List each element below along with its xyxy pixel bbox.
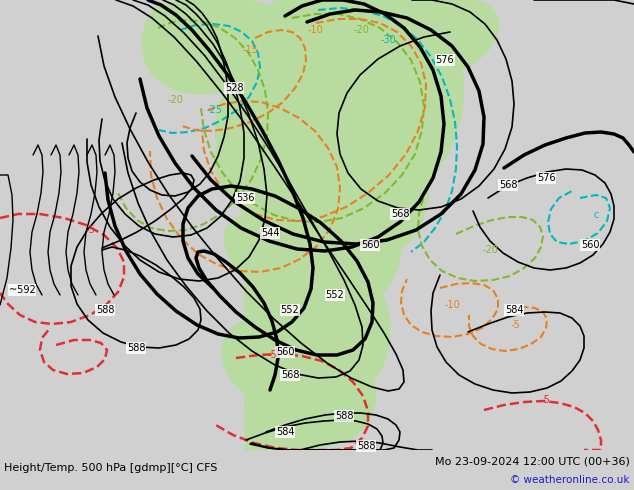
Text: 588: 588: [96, 305, 114, 315]
Text: Height/Temp. 500 hPa [gdmp][°C] CFS: Height/Temp. 500 hPa [gdmp][°C] CFS: [4, 463, 217, 473]
Text: -10: -10: [307, 25, 323, 35]
Text: -25: -25: [207, 105, 223, 115]
Text: -5: -5: [540, 395, 550, 405]
Text: 588: 588: [335, 411, 353, 421]
Text: -10: -10: [444, 300, 460, 310]
Text: 552: 552: [326, 290, 344, 300]
Text: -5: -5: [267, 350, 277, 360]
Polygon shape: [142, 0, 286, 94]
Text: -15: -15: [242, 45, 258, 55]
Text: 560: 560: [276, 347, 294, 357]
Text: 560: 560: [581, 240, 599, 250]
Polygon shape: [214, 0, 464, 450]
Text: © weatheronline.co.uk: © weatheronline.co.uk: [510, 475, 630, 485]
Text: -20: -20: [167, 95, 183, 105]
Text: -5: -5: [510, 320, 520, 330]
Text: 588: 588: [357, 441, 375, 451]
Text: Mo 23-09-2024 12:00 UTC (00+36): Mo 23-09-2024 12:00 UTC (00+36): [435, 456, 630, 466]
Text: c: c: [593, 210, 598, 220]
Text: 576: 576: [537, 173, 555, 183]
Text: 568: 568: [391, 209, 410, 219]
Text: 544: 544: [261, 228, 279, 238]
Text: 568: 568: [499, 180, 517, 190]
Text: 560: 560: [361, 240, 379, 250]
Text: ~592: ~592: [9, 285, 36, 295]
Polygon shape: [364, 0, 499, 83]
Text: 568: 568: [281, 370, 299, 380]
Text: 584: 584: [505, 305, 523, 315]
Text: 536: 536: [236, 193, 254, 203]
Text: -20: -20: [353, 25, 369, 35]
Text: 528: 528: [224, 83, 243, 93]
Text: -30: -30: [380, 35, 396, 45]
Text: 552: 552: [281, 305, 299, 315]
Text: 584: 584: [276, 427, 294, 437]
Text: -5: -5: [85, 225, 95, 235]
Text: 576: 576: [436, 55, 455, 65]
Text: 588: 588: [127, 343, 145, 353]
Text: -20: -20: [482, 245, 498, 255]
